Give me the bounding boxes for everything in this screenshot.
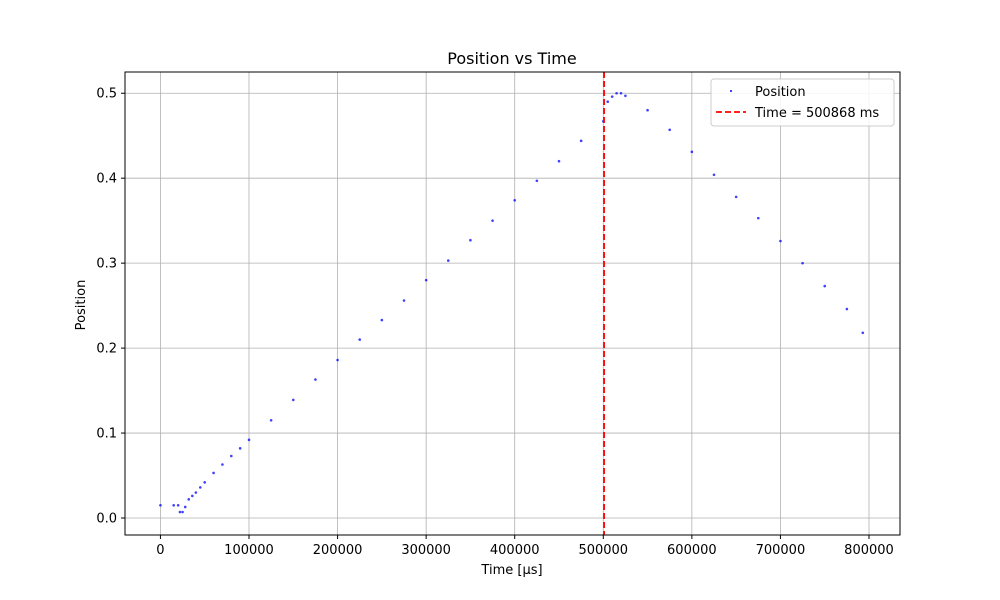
position-point (615, 91, 618, 95)
y-axis-label: Position (74, 280, 89, 331)
position-point (606, 100, 610, 104)
position-point (646, 108, 649, 112)
legend-position-marker (730, 90, 732, 92)
position-point (314, 378, 317, 381)
x-tick-label: 800000 (844, 543, 894, 558)
position-point (712, 173, 716, 177)
x-tick-label: 700000 (756, 543, 806, 558)
position-point (229, 454, 233, 458)
position-point (535, 179, 539, 183)
legend-reference-line-label: Time = 500868 ms (754, 106, 879, 121)
position-point (823, 284, 827, 288)
y-tick-label: 0.3 (96, 257, 117, 272)
position-point (212, 471, 215, 475)
position-point (358, 338, 362, 341)
position-point (172, 503, 176, 507)
position-point (690, 150, 694, 154)
chart-title: Position vs Time (447, 49, 576, 68)
x-tick-label: 400000 (490, 543, 540, 558)
x-tick-label: 500000 (578, 543, 628, 558)
x-tick-label: 600000 (667, 543, 717, 558)
legend-box (710, 78, 895, 127)
position-point (801, 261, 804, 265)
position-point (624, 94, 627, 98)
y-tick-label: 0.2 (96, 342, 117, 357)
position-point (183, 505, 187, 509)
legend-position-label: Position (755, 85, 806, 100)
position-point (513, 198, 517, 202)
position-point (557, 159, 561, 163)
x-tick-label: 200000 (313, 543, 363, 558)
position-point (194, 491, 198, 494)
position-point (668, 128, 672, 132)
position-point (221, 463, 224, 466)
x-tick-label: 0 (156, 543, 164, 558)
position-point (181, 510, 184, 514)
position-point (176, 503, 180, 507)
y-tick-label: 0.4 (96, 172, 117, 187)
position-point (619, 91, 623, 95)
grid-lines (125, 72, 900, 535)
position-point (380, 318, 384, 322)
y-tick-label: 0.1 (96, 427, 117, 442)
position-point (491, 219, 494, 222)
position-point (198, 486, 202, 489)
position-point (187, 498, 191, 501)
position-point (424, 278, 428, 282)
position-point (203, 481, 207, 484)
position-point (610, 95, 614, 98)
position-point (291, 398, 295, 402)
x-axis-label: Time [µs] (480, 563, 542, 578)
position-point (845, 307, 849, 311)
data-points (159, 91, 865, 514)
position-point (178, 510, 182, 514)
position-point (269, 419, 273, 422)
position-point (756, 216, 760, 220)
position-point (446, 259, 450, 262)
position-point (861, 331, 865, 335)
position-point (402, 299, 406, 302)
y-axis-ticks: 0.0 0.1 0.2 0.3 0.4 0.5 (96, 87, 125, 527)
x-axis-ticks: 0 100000 200000 300000 400000 500000 600000 700… (156, 535, 894, 558)
plot-area-frame (124, 71, 901, 536)
position-point (238, 447, 242, 450)
x-tick-label: 100000 (224, 543, 274, 558)
position-point (336, 358, 339, 362)
y-tick-label: 0.0 (96, 512, 117, 527)
position-point (734, 195, 738, 199)
position-point (779, 239, 782, 243)
y-tick-label: 0.5 (96, 87, 117, 102)
position-point (191, 494, 194, 498)
legend: Position Time = 500868 ms (710, 78, 895, 127)
position-point (469, 238, 472, 242)
x-tick-label: 300000 (401, 543, 451, 558)
position-point (579, 139, 583, 143)
position-point (247, 438, 251, 442)
position-point (159, 503, 162, 507)
